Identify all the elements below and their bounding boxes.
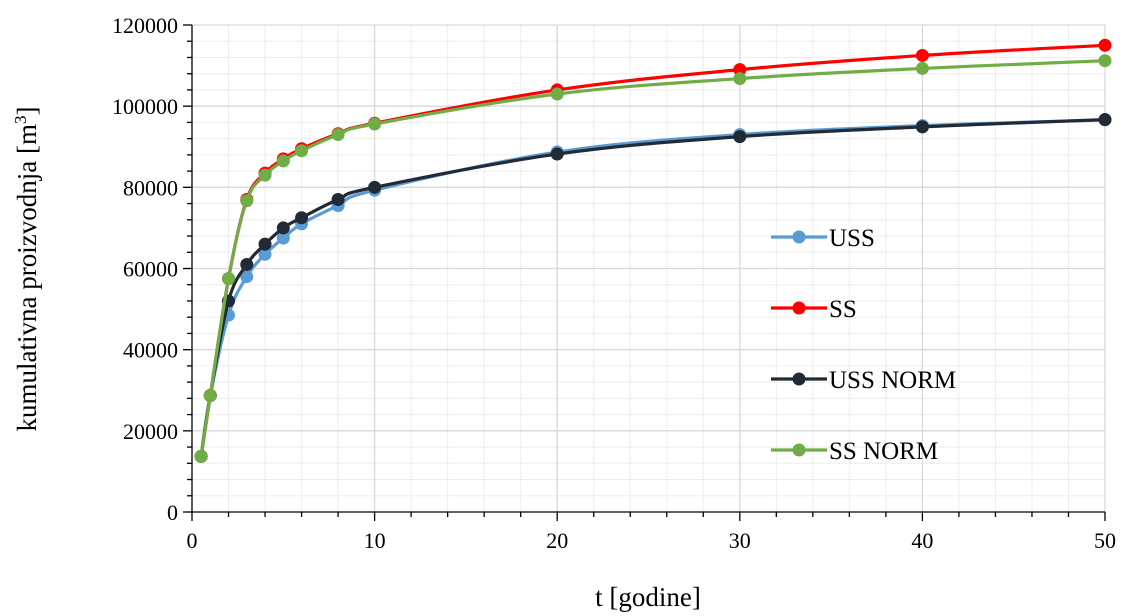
x-tick-label: 10 bbox=[364, 528, 386, 553]
x-tick-label: 20 bbox=[546, 528, 568, 553]
data-point-ss bbox=[733, 63, 747, 77]
data-point-ss-norm bbox=[258, 168, 272, 182]
x-tick-label: 50 bbox=[1094, 528, 1116, 553]
data-point-ss-norm bbox=[550, 87, 564, 101]
data-point-ss-norm bbox=[276, 154, 290, 168]
x-tick-label: 30 bbox=[729, 528, 751, 553]
legend-label-ss-norm: SS NORM bbox=[829, 438, 938, 465]
y-axis-title-superscript: 3 bbox=[11, 116, 30, 125]
legend: USS SS USS NORM SS NORM bbox=[771, 225, 956, 465]
data-point-ss bbox=[1098, 38, 1112, 52]
legend-label-uss: USS bbox=[829, 225, 875, 252]
grid bbox=[192, 24, 1106, 512]
data-point-ss-norm bbox=[331, 128, 345, 142]
tick-labels: 0 10 20 30 40 50 0 20000 40000 60000 80000 100000 12… bbox=[112, 13, 1116, 553]
data-point-uss-norm bbox=[550, 147, 564, 161]
y-tick-label: 20000 bbox=[123, 419, 178, 444]
data-point-uss bbox=[258, 247, 272, 261]
legend-marker-ss bbox=[792, 301, 806, 315]
data-point-uss-norm bbox=[733, 130, 747, 144]
data-point-ss-norm bbox=[240, 194, 254, 208]
y-tick-label: 60000 bbox=[123, 257, 178, 282]
data-point-uss-norm bbox=[1098, 113, 1112, 127]
data-point-uss-norm bbox=[331, 193, 345, 207]
x-axis-title: t [godine] bbox=[595, 582, 701, 612]
data-point-ss-norm bbox=[222, 272, 236, 286]
data-point-uss-norm bbox=[258, 237, 272, 251]
y-tick-label: 80000 bbox=[123, 175, 178, 200]
data-point-ss-norm bbox=[194, 449, 208, 463]
data-point-uss-norm bbox=[276, 221, 290, 235]
series-line-ss bbox=[199, 43, 1106, 457]
data-point-ss-norm bbox=[295, 144, 309, 158]
x-tick-label: 0 bbox=[187, 528, 198, 553]
y-tick-label: 40000 bbox=[123, 338, 178, 363]
data-point-ss-norm bbox=[368, 117, 382, 131]
y-tick-label: 0 bbox=[167, 500, 178, 525]
data-point-ss-norm bbox=[1098, 54, 1112, 68]
y-axis-title: kumulativna proizvodnja [m3] bbox=[11, 107, 42, 432]
data-point-ss bbox=[915, 48, 929, 62]
series-line-uss bbox=[199, 118, 1106, 457]
y-axis-title-main: kumulativna proizvodnja [m bbox=[12, 124, 42, 431]
series-line-uss-norm bbox=[199, 117, 1106, 457]
data-point-uss-norm bbox=[368, 180, 382, 194]
y-tick-label: 100000 bbox=[112, 94, 178, 119]
data-point-ss-norm bbox=[733, 72, 747, 86]
legend-marker-uss-norm bbox=[792, 372, 806, 386]
data-point-uss bbox=[276, 231, 290, 245]
legend-marker-ss-norm bbox=[792, 443, 806, 457]
data-point-uss-norm bbox=[295, 211, 309, 225]
legend-marker-uss bbox=[792, 230, 806, 244]
data-point-uss-norm bbox=[240, 257, 254, 271]
legend-label-ss: SS bbox=[829, 296, 857, 323]
x-tick-label: 40 bbox=[911, 528, 933, 553]
y-tick-label: 120000 bbox=[112, 13, 178, 38]
y-axis-title-end: ] bbox=[12, 107, 42, 116]
axes bbox=[183, 24, 1106, 521]
legend-label-uss-norm: USS NORM bbox=[829, 367, 956, 394]
series-group bbox=[194, 38, 1112, 463]
data-point-uss-norm bbox=[915, 120, 929, 134]
data-point-ss-norm bbox=[915, 61, 929, 75]
data-point-ss-norm bbox=[203, 389, 217, 403]
data-point-uss bbox=[240, 270, 254, 284]
series-line-ss-norm bbox=[199, 59, 1106, 457]
